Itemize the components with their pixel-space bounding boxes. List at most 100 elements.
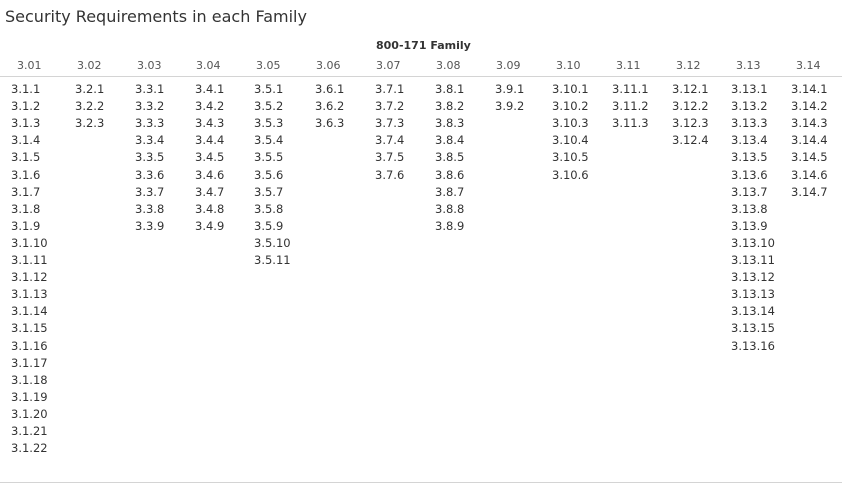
requirement-cell: 3.5.9 — [254, 218, 284, 233]
requirement-cell: 3.8.2 — [435, 99, 465, 114]
requirement-cell: 3.2.2 — [75, 99, 105, 114]
requirement-cell: 3.5.11 — [254, 253, 291, 267]
requirement-cell: 3.2.3 — [75, 116, 105, 131]
requirement-cell: 3.13.10 — [731, 235, 775, 250]
requirement-cell: 3.13.1 — [731, 82, 768, 96]
requirement-cell: 3.7.6 — [375, 167, 405, 182]
requirement-cell: 3.5.5 — [254, 150, 284, 165]
requirement-cell: 3.13.9 — [731, 218, 768, 233]
requirement-cell: 3.1.13 — [11, 287, 48, 302]
requirement-cell: 3.1.12 — [11, 270, 48, 285]
requirement-cell: 3.14.2 — [791, 99, 828, 114]
requirement-cell: 3.1.22 — [11, 441, 48, 456]
requirement-cell: 3.1.15 — [11, 321, 48, 336]
requirement-cell: 3.10.4 — [552, 133, 589, 148]
column-header-3-12: 3.12 — [676, 59, 701, 72]
column-header-3-06: 3.06 — [316, 59, 341, 72]
requirement-cell: 3.8.5 — [435, 150, 465, 165]
requirement-cell: 3.5.8 — [254, 201, 284, 216]
requirement-cell: 3.10.6 — [552, 167, 589, 182]
requirement-cell: 3.1.1 — [11, 82, 41, 96]
requirement-cell: 3.10.3 — [552, 116, 589, 131]
header-divider — [0, 76, 842, 77]
requirement-cell: 3.1.4 — [11, 133, 41, 148]
requirement-cell: 3.7.3 — [375, 116, 405, 131]
requirement-cell: 3.5.6 — [254, 167, 284, 182]
requirement-cell: 3.1.3 — [11, 116, 41, 131]
requirement-cell: 3.1.5 — [11, 150, 41, 165]
requirement-cell: 3.13.6 — [731, 167, 768, 182]
requirement-cell: 3.1.2 — [11, 99, 41, 114]
requirement-cell: 3.1.18 — [11, 372, 48, 387]
requirement-cell: 3.14.7 — [791, 184, 828, 199]
requirement-cell: 3.1.10 — [11, 235, 48, 250]
requirement-cell: 3.4.4 — [195, 133, 225, 148]
requirement-cell: 3.5.3 — [254, 116, 284, 131]
requirement-cell: 3.3.7 — [135, 184, 165, 199]
column-header-3-10: 3.10 — [556, 59, 581, 72]
requirement-cell: 3.8.3 — [435, 116, 465, 131]
requirement-cell: 3.13.13 — [731, 287, 775, 302]
requirement-cell: 3.3.6 — [135, 167, 165, 182]
requirement-cell: 3.14.1 — [791, 82, 828, 96]
requirement-cell: 3.9.2 — [495, 99, 525, 114]
requirement-cell: 3.1.16 — [11, 338, 48, 353]
requirement-cell: 3.3.5 — [135, 150, 165, 165]
requirement-cell: 3.1.9 — [11, 218, 41, 233]
requirement-cell: 3.1.19 — [11, 389, 48, 404]
requirement-cell: 3.7.5 — [375, 150, 405, 165]
requirement-cell: 3.2.1 — [75, 82, 105, 96]
requirement-cell: 3.5.1 — [254, 82, 284, 96]
requirement-cell: 3.11.1 — [612, 82, 649, 96]
requirement-cell: 3.1.14 — [11, 304, 48, 319]
column-header-3-04: 3.04 — [196, 59, 221, 72]
requirement-cell: 3.1.11 — [11, 253, 48, 267]
requirement-cell: 3.13.4 — [731, 133, 768, 148]
requirement-cell: 3.11.2 — [612, 99, 649, 114]
requirement-cell: 3.3.8 — [135, 201, 165, 216]
column-header-3-03: 3.03 — [137, 59, 162, 72]
requirement-cell: 3.4.9 — [195, 218, 225, 233]
requirement-cell: 3.8.7 — [435, 184, 465, 199]
requirement-cell: 3.4.5 — [195, 150, 225, 165]
requirement-cell: 3.3.1 — [135, 82, 165, 96]
requirement-cell: 3.8.4 — [435, 133, 465, 148]
column-group-label: 800-171 Family — [376, 39, 471, 52]
requirement-cell: 3.10.1 — [552, 82, 589, 96]
requirement-cell: 3.4.7 — [195, 184, 225, 199]
requirement-cell: 3.3.9 — [135, 218, 165, 233]
requirement-cell: 3.1.7 — [11, 184, 41, 199]
requirement-cell: 3.7.1 — [375, 82, 405, 96]
requirement-cell: 3.1.21 — [11, 424, 48, 438]
requirement-cell: 3.6.1 — [315, 82, 345, 96]
requirement-cell: 3.7.4 — [375, 133, 405, 148]
requirement-cell: 3.12.1 — [672, 82, 709, 96]
requirement-cell: 3.4.1 — [195, 82, 225, 96]
requirement-cell: 3.6.3 — [315, 116, 345, 131]
requirement-cell: 3.3.2 — [135, 99, 165, 114]
requirement-cell: 3.1.8 — [11, 201, 41, 216]
requirement-cell: 3.5.7 — [254, 184, 284, 199]
requirement-cell: 3.12.3 — [672, 116, 709, 131]
requirement-cell: 3.7.2 — [375, 99, 405, 114]
requirement-cell: 3.12.2 — [672, 99, 709, 114]
requirement-cell: 3.6.2 — [315, 99, 345, 114]
requirement-cell: 3.13.14 — [731, 304, 775, 319]
requirement-cell: 3.4.6 — [195, 167, 225, 182]
column-header-3-01: 3.01 — [17, 59, 42, 72]
requirement-cell: 3.14.5 — [791, 150, 828, 165]
chart-title: Security Requirements in each Family — [5, 7, 307, 26]
column-header-3-08: 3.08 — [436, 59, 461, 72]
requirement-cell: 3.12.4 — [672, 133, 709, 148]
column-header-3-11: 3.11 — [616, 59, 641, 72]
requirement-cell: 3.3.4 — [135, 133, 165, 148]
requirement-cell: 3.5.4 — [254, 133, 284, 148]
requirement-cell: 3.13.8 — [731, 201, 768, 216]
requirement-cell: 3.11.3 — [612, 116, 649, 131]
requirement-cell: 3.13.3 — [731, 116, 768, 131]
column-header-3-02: 3.02 — [77, 59, 102, 72]
requirement-cell: 3.3.3 — [135, 116, 165, 131]
requirement-cell: 3.1.17 — [11, 355, 48, 370]
requirement-cell: 3.9.1 — [495, 82, 525, 96]
requirement-cell: 3.13.11 — [731, 253, 775, 267]
